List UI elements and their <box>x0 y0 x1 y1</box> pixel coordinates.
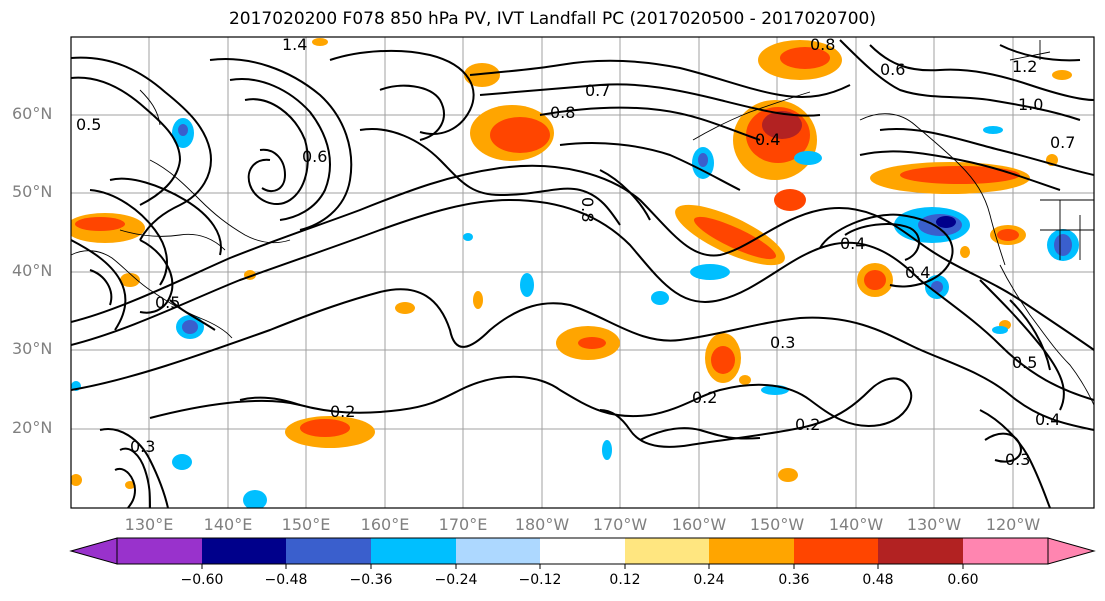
lon-label: 140°W <box>828 515 884 534</box>
contour-label: 0.8 <box>578 197 597 222</box>
contour-label: 0.8 <box>550 103 575 122</box>
lon-label: 160°E <box>360 515 410 534</box>
contour-label: 0.2 <box>795 415 820 434</box>
lat-label-40n: 40°N <box>12 261 53 280</box>
contour-label: 0.4 <box>1035 410 1060 429</box>
map-title: 2017020200 F078 850 hPa PV, IVT Landfall… <box>228 9 876 29</box>
colorbar-tick-label: 0.36 <box>778 572 810 588</box>
contour-label: 0.2 <box>330 402 355 421</box>
lon-label: 140°E <box>203 515 253 534</box>
colorbar-tick-label: 0.60 <box>947 572 979 588</box>
contour-label: 1.4 <box>282 35 307 54</box>
lon-label: 130°E <box>124 515 174 534</box>
contour-labels: 0.8 0.8 0.8 0.7 0.6 0.5 0.5 0.4 0.4 0.4 … <box>76 35 1075 469</box>
colorbar-tick-label: −0.36 <box>349 572 393 588</box>
contour-label: 0.3 <box>770 333 795 352</box>
lat-label-30n: 30°N <box>12 339 53 358</box>
colorbar-tick-label: 0.12 <box>609 572 641 588</box>
colorbar-tick-label: −0.48 <box>264 572 308 588</box>
colorbar-tick-label: 0.48 <box>862 572 894 588</box>
contour-label: 0.5 <box>1012 353 1037 372</box>
colorbar-tick-label: −0.60 <box>180 572 224 588</box>
shaded-anomalies <box>71 38 1079 508</box>
contour-label: 0.8 <box>810 35 835 54</box>
lat-label-50n: 50°N <box>12 182 53 201</box>
map-frame <box>70 36 1095 509</box>
contour-label: 0.6 <box>302 147 327 166</box>
colorbar-tick-label: −0.24 <box>434 572 478 588</box>
pv-contours <box>71 39 1094 508</box>
lon-label: 150°W <box>749 515 805 534</box>
lon-label: 160°W <box>671 515 727 534</box>
lon-label: 180°W <box>514 515 570 534</box>
contour-label: 0.7 <box>1050 133 1075 152</box>
contour-label: 0.3 <box>130 437 155 456</box>
lon-label: 170°W <box>592 515 648 534</box>
contour-label: 0.4 <box>840 234 865 253</box>
contour-label: 0.7 <box>585 81 610 100</box>
lon-label: 170°E <box>438 515 488 534</box>
contour-label: 1.0 <box>1018 95 1043 114</box>
contour-label: 1.2 <box>1012 57 1037 76</box>
colorbar-max-extension <box>1047 537 1096 565</box>
coastlines <box>71 40 1094 406</box>
colorbar-tick-label: 0.24 <box>693 572 725 588</box>
lon-label: 150°E <box>281 515 331 534</box>
colorbar-frame <box>116 537 1049 565</box>
colorbar <box>69 537 1096 569</box>
lon-label: 130°W <box>906 515 962 534</box>
contour-label: 0.4 <box>755 130 780 149</box>
contour-label: 0.2 <box>692 388 717 407</box>
contour-label: 0.4 <box>905 263 930 282</box>
contour-label: 0.6 <box>880 60 905 79</box>
colorbar-min-extension <box>69 537 118 565</box>
contour-label: 0.3 <box>1005 450 1030 469</box>
lat-label-60n: 60°N <box>12 104 53 123</box>
contour-label: 0.5 <box>76 115 101 134</box>
lat-label-20n: 20°N <box>12 418 53 437</box>
colorbar-tick-label: −0.12 <box>518 572 562 588</box>
contour-label: 0.5 <box>155 293 180 312</box>
lon-label: 120°W <box>985 515 1041 534</box>
